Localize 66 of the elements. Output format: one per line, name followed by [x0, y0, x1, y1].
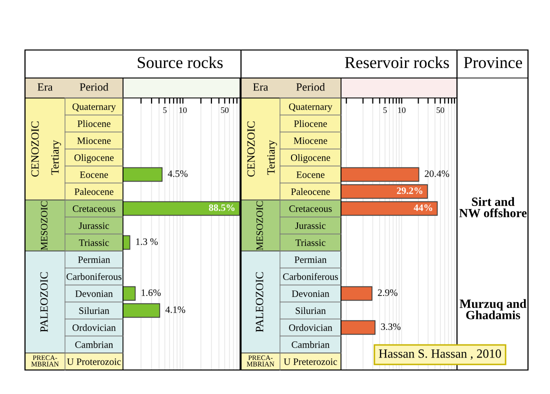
text: Murzuq and Ghadamis — [460, 299, 526, 320]
data-label: 20.4% — [424, 170, 450, 177]
text: Province — [464, 56, 522, 68]
x-tick-label: 10 — [179, 107, 187, 113]
y-tick-label: Jurassic — [78, 222, 110, 229]
y-tick-label: Permian — [78, 256, 110, 263]
text: PALEOZOIC — [256, 272, 264, 332]
y-tick-label: Miocene — [77, 137, 111, 144]
y-tick-label: Silurian — [79, 307, 110, 314]
y-tick-label: Cretaceous — [72, 205, 116, 212]
text: Tertiary — [267, 140, 278, 175]
text: Era — [253, 83, 268, 91]
text: CENOZOIC — [31, 122, 39, 177]
x-tick-label: 10 — [398, 107, 406, 113]
data-label: 44% — [414, 204, 432, 211]
y-tick-label: Cambrian — [75, 341, 114, 348]
y-tick-label: Devonian — [292, 290, 330, 297]
y-tick-label: Miocene — [294, 137, 328, 144]
y-tick-label: Devonian — [75, 290, 113, 297]
y-tick-label: Silurian — [296, 307, 326, 314]
data-label: 1.6% — [142, 289, 161, 296]
y-tick-label: Quaternary — [72, 103, 116, 112]
x-tick-label: 5 — [163, 107, 167, 113]
text: Tertiary — [51, 140, 62, 175]
chart-title: Source rocks — [138, 56, 223, 68]
text: PALEOZOIC — [40, 272, 48, 332]
y-tick-label: Triassic — [78, 239, 109, 246]
y-tick-label: Ordovician — [72, 324, 116, 331]
y-tick-label: Eocene — [80, 172, 108, 178]
y-tick-label: Pliocene — [78, 120, 110, 127]
y-tick-label: Pliocene — [294, 120, 327, 127]
data-label: 3.3% — [381, 323, 401, 330]
y-tick-label: Eocene — [296, 172, 324, 178]
text: Period — [296, 82, 325, 91]
data-label: 1.3 % — [136, 238, 158, 245]
annotation: Hassan S. Hassan , 2010 — [378, 349, 501, 360]
y-tick-label: Paleocene — [291, 188, 330, 195]
y-tick-label: Oligocene — [74, 154, 114, 163]
data-label: 2.9% — [378, 289, 398, 296]
y-tick-label: Cambrian — [292, 341, 330, 348]
y-tick-label: Permian — [294, 256, 327, 263]
chart-title: Reservoir rocks — [344, 56, 449, 68]
text: CENOZOIC — [247, 122, 255, 177]
data-label: 4.1% — [165, 306, 186, 313]
x-tick-label: 5 — [383, 107, 387, 113]
y-tick-label: Carboniferous — [283, 273, 338, 280]
y-tick-label: Triassic — [295, 239, 326, 246]
data-label: 4.5% — [168, 170, 188, 177]
y-tick-label: Ordovician — [289, 324, 332, 331]
text: Era — [38, 83, 53, 91]
y-tick-label: Cretaceous — [289, 205, 332, 212]
y-tick-label: Carboniferous — [66, 273, 122, 280]
text: Sirt and NW offshore — [459, 197, 527, 218]
text: Period — [80, 82, 108, 91]
y-tick-label: Paleocene — [74, 188, 114, 195]
y-tick-label: U Proterozoic — [67, 358, 121, 365]
x-tick-label: 50 — [221, 107, 229, 113]
y-tick-label: U Preterozoic — [284, 358, 338, 365]
data-label: 29.2% — [396, 187, 422, 194]
data-label: 88.5% — [208, 204, 234, 211]
text: MESOZOIC — [40, 201, 48, 250]
y-tick-label: Oligocene — [290, 154, 330, 163]
x-tick-label: 50 — [436, 107, 444, 113]
y-tick-label: Jurassic — [295, 222, 326, 229]
text: MESOZOIC — [256, 201, 263, 250]
y-tick-label: Quaternary — [289, 103, 332, 112]
